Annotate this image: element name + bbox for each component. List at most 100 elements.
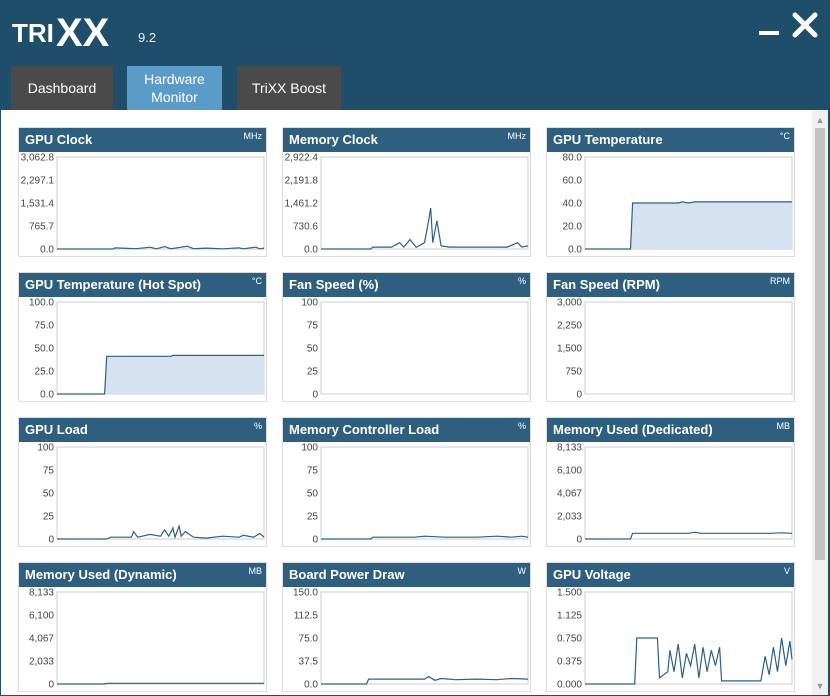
series-line bbox=[57, 245, 265, 250]
y-tick-label: 750 bbox=[565, 367, 582, 378]
graph-area: 80.0 60.0 40.0 20.0 0.0 bbox=[547, 153, 794, 256]
y-tick-label: 112.5 bbox=[294, 611, 319, 622]
panel-header: Fan Speed (%)% bbox=[283, 273, 530, 297]
y-tick-label: 0.0 bbox=[568, 245, 582, 256]
tab-hardware-monitor[interactable]: Hardware Monitor bbox=[127, 66, 222, 110]
y-tick-label: 0.0 bbox=[304, 680, 318, 691]
y-tick-label: 25 bbox=[307, 512, 319, 523]
panel-header: GPU Load% bbox=[19, 418, 266, 442]
y-tick-label: 0 bbox=[312, 390, 318, 401]
panel-unit: % bbox=[253, 421, 262, 431]
y-tick-label: 100 bbox=[301, 443, 318, 454]
graph-area: 1.500 1.125 0.750 0.375 0.000 bbox=[547, 588, 794, 691]
y-tick-label: 2,191.8 bbox=[285, 176, 319, 187]
graph-area: 3,000 2,250 1,500 750 0 bbox=[547, 298, 794, 401]
y-tick-label: 2,033 bbox=[557, 512, 582, 523]
series-line bbox=[57, 523, 265, 540]
plot-frame bbox=[320, 156, 529, 250]
series-line bbox=[585, 637, 793, 685]
graph-svg: 100 75 50 25 0 bbox=[37, 443, 265, 546]
series-line bbox=[57, 354, 264, 395]
panel-title: GPU Load bbox=[25, 422, 88, 437]
panel-header: Memory Controller Load% bbox=[283, 418, 530, 442]
y-tick-label: 2,033 bbox=[29, 657, 54, 668]
plot-frame bbox=[56, 591, 265, 685]
y-tick-label: 0 bbox=[48, 535, 54, 546]
panel-unit: % bbox=[517, 276, 526, 286]
y-tick-label: 100.0 bbox=[29, 298, 54, 309]
y-tick-label: 75.0 bbox=[299, 634, 319, 645]
y-tick-label: 6,100 bbox=[29, 611, 54, 622]
series-line bbox=[585, 531, 793, 540]
y-tick-label: 37.5 bbox=[299, 657, 319, 668]
svg-text:XX: XX bbox=[56, 11, 110, 50]
monitor-panel: Memory Clock MHz 2,922.4 2,191.8 1,461.2 730.… bbox=[282, 127, 531, 257]
scroll-thumb[interactable] bbox=[815, 128, 825, 560]
y-tick-label: 50 bbox=[43, 489, 55, 500]
plot-frame bbox=[320, 591, 529, 685]
y-tick-label: 0.000 bbox=[557, 680, 582, 691]
y-tick-label: 50 bbox=[307, 489, 319, 500]
panel-unit: °C bbox=[779, 131, 790, 141]
monitor-panel: GPU Load% 100 75 50 25 0 bbox=[18, 417, 267, 547]
y-tick-label: 3,000 bbox=[557, 298, 582, 309]
panel-header: Memory Clock MHz bbox=[283, 128, 530, 152]
y-tick-label: 8,133 bbox=[557, 443, 582, 454]
scroll-up-arrow-icon[interactable]: ▲ bbox=[815, 115, 825, 125]
graph-svg: 1.500 1.125 0.750 0.375 0.000 bbox=[557, 588, 793, 691]
y-tick-label: 0 bbox=[576, 535, 582, 546]
close-button[interactable] bbox=[792, 12, 818, 38]
panel-header: GPU Temperature °C bbox=[547, 128, 794, 152]
panel-unit: MHz bbox=[507, 131, 527, 141]
panel-title: GPU Clock bbox=[25, 132, 93, 147]
panel-header: Fan Speed (RPM) RPM bbox=[547, 273, 794, 297]
y-tick-label: 4,067 bbox=[557, 489, 582, 500]
tab-trixx-boost[interactable]: TriXX Boost bbox=[237, 66, 341, 110]
y-tick-label: 8,133 bbox=[29, 588, 54, 599]
y-tick-label: 100 bbox=[301, 298, 318, 309]
panel-unit: W bbox=[517, 566, 527, 576]
panel-title: Memory Used (Dedicated) bbox=[553, 422, 713, 437]
y-tick-label: 0.0 bbox=[40, 245, 54, 256]
monitor-panel: Memory Controller Load% 100 75 50 25 0 bbox=[282, 417, 531, 547]
y-tick-label: 3,062.8 bbox=[21, 153, 55, 164]
graph-svg: 3,062.8 2,297.1 1,531.4 765.7 0.0 bbox=[21, 153, 265, 256]
graph-svg: 100 75 50 25 0 bbox=[301, 298, 529, 401]
graph-svg: 80.0 60.0 40.0 20.0 0.0 bbox=[563, 153, 793, 256]
panel-title: Memory Controller Load bbox=[289, 422, 440, 437]
y-tick-label: 1.500 bbox=[557, 588, 582, 599]
y-tick-label: 50 bbox=[307, 344, 319, 355]
series-area bbox=[57, 355, 264, 394]
panel-unit: V bbox=[783, 566, 790, 576]
plot-frame bbox=[584, 591, 793, 685]
panel-title: Board Power Draw bbox=[289, 567, 405, 582]
close-icon bbox=[792, 12, 818, 38]
monitor-panel: Memory Used (Dynamic) MB 8,133 6,100 4,067 2,… bbox=[18, 562, 267, 692]
y-tick-label: 0 bbox=[48, 680, 54, 691]
tab-dashboard[interactable]: Dashboard bbox=[11, 66, 113, 110]
y-tick-label: 20.0 bbox=[563, 222, 583, 233]
panel-unit: RPM bbox=[770, 276, 790, 286]
graph-svg: 8,133 6,100 4,067 2,033 0 bbox=[557, 443, 793, 546]
vertical-scrollbar[interactable]: ▲ ▼ bbox=[812, 110, 828, 695]
panel-title: Fan Speed (%) bbox=[289, 277, 379, 292]
graph-area: 100 75 50 25 0 bbox=[283, 443, 530, 546]
y-tick-label: 765.7 bbox=[29, 222, 54, 233]
title-bar: TRI XX 9.2 Dashboard Hardware Monitor Tr… bbox=[0, 0, 830, 110]
panel-unit: % bbox=[517, 421, 526, 431]
minimize-button[interactable] bbox=[757, 14, 781, 38]
plot-frame bbox=[584, 301, 793, 395]
panel-title: GPU Voltage bbox=[553, 567, 631, 582]
y-tick-label: 80.0 bbox=[563, 153, 583, 164]
app-version: 9.2 bbox=[138, 30, 157, 45]
plot-frame bbox=[56, 156, 265, 250]
y-tick-label: 1.125 bbox=[557, 611, 582, 622]
y-tick-label: 25.0 bbox=[35, 367, 55, 378]
graph-svg: 3,000 2,250 1,500 750 0 bbox=[557, 298, 793, 401]
monitor-panel: GPU Temperature °C 80.0 60.0 40.0 20.0 0.0 bbox=[546, 127, 795, 257]
scroll-down-arrow-icon[interactable]: ▼ bbox=[815, 681, 825, 691]
panel-title: Memory Used (Dynamic) bbox=[25, 567, 177, 582]
y-tick-label: 2,250 bbox=[557, 321, 582, 332]
panel-unit: °C bbox=[251, 276, 262, 286]
